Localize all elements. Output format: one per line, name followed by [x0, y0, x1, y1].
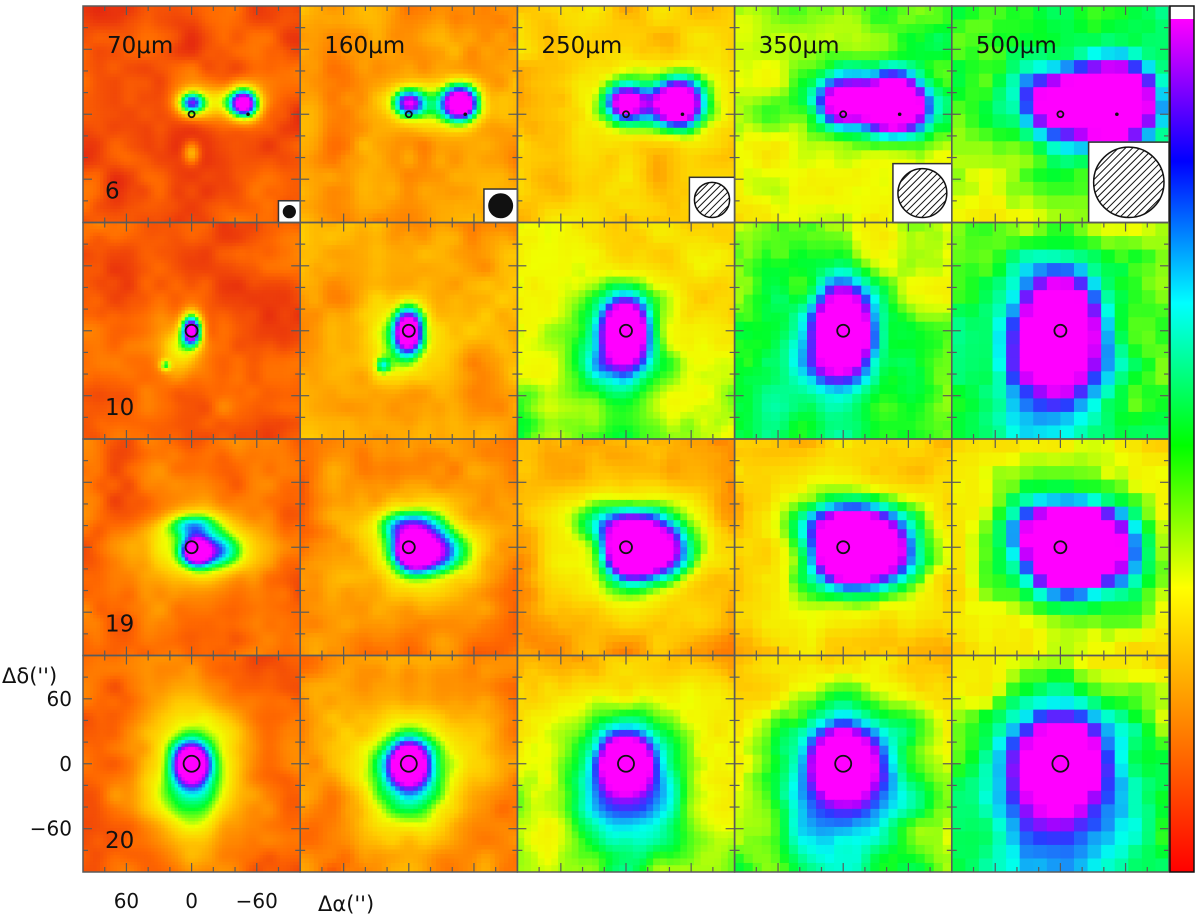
- panel-ticks: [83, 6, 301, 223]
- source-marker: [619, 323, 633, 338]
- panel-ticks: [83, 655, 301, 872]
- source-marker: [1053, 540, 1068, 555]
- y-axis-label: Δδ(''): [2, 664, 57, 688]
- map-panel: [83, 6, 301, 223]
- panel-ticks: [300, 6, 518, 223]
- source-id-label: 20: [105, 828, 134, 854]
- map-panel: [517, 222, 735, 439]
- source-marker: [839, 110, 848, 119]
- panel-ticks: [951, 655, 1169, 872]
- colorbar: [1169, 5, 1195, 873]
- beam-ellipse: [1092, 146, 1165, 219]
- map-panel: [951, 439, 1169, 656]
- panel-ticks: [517, 655, 735, 872]
- map-panel: [517, 655, 735, 872]
- map-panel: [517, 439, 735, 656]
- panel-ticks: [517, 439, 735, 656]
- secondary-source-marker: [1115, 112, 1119, 117]
- map-panel: [951, 655, 1169, 872]
- source-marker: [399, 754, 418, 773]
- map-panel: [951, 222, 1169, 439]
- beam-ellipse: [282, 205, 296, 219]
- source-marker: [1053, 323, 1068, 338]
- x-tick-label: 60: [114, 889, 139, 913]
- wavelength-label: 160μm: [324, 33, 405, 59]
- source-marker: [404, 110, 413, 119]
- wavelength-label: 350μm: [759, 33, 840, 59]
- panel-ticks: [734, 222, 952, 439]
- source-marker: [1051, 754, 1070, 773]
- source-marker: [401, 323, 416, 338]
- map-panel: [83, 439, 301, 656]
- panel-ticks: [734, 655, 952, 872]
- y-tick-label: −60: [30, 817, 72, 841]
- x-tick-label: 0: [185, 889, 198, 913]
- y-tick-label: 0: [59, 752, 72, 776]
- source-marker: [836, 323, 851, 338]
- map-panel: [734, 439, 952, 656]
- wavelength-label: 250μm: [541, 33, 622, 59]
- panel-grid: [83, 6, 1169, 872]
- map-panel: [300, 222, 518, 439]
- map-panel: [517, 6, 735, 223]
- source-marker: [836, 540, 851, 555]
- map-panel: [300, 655, 518, 872]
- map-panel: [300, 6, 518, 223]
- source-id-label: 6: [105, 179, 120, 205]
- source-marker: [622, 110, 630, 119]
- beam-ellipse: [488, 193, 514, 219]
- x-axis-label: Δα(''): [318, 892, 374, 916]
- panel-ticks: [300, 439, 518, 656]
- map-panel: [734, 222, 952, 439]
- map-panel: [83, 222, 301, 439]
- beam-ellipse: [897, 167, 948, 219]
- source-marker: [1056, 110, 1065, 119]
- beam-ellipse: [693, 181, 731, 219]
- panel-ticks: [951, 439, 1169, 656]
- y-tick-label: 60: [47, 687, 72, 711]
- map-panel: [734, 655, 952, 872]
- secondary-source-marker: [897, 112, 902, 117]
- source-id-label: 10: [105, 395, 134, 421]
- map-panel: [300, 439, 518, 656]
- axis-tick-labels: 60 0 −60 60 0 −60: [30, 687, 278, 913]
- source-marker: [401, 540, 416, 555]
- panel-ticks: [734, 439, 952, 656]
- secondary-source-marker: [680, 112, 685, 117]
- source-marker: [619, 540, 633, 555]
- wavelength-label: 70μm: [107, 33, 173, 59]
- source-id-label: 19: [105, 612, 134, 638]
- panel-ticks: [300, 222, 518, 439]
- panel-overlays: 70μm 6 160μm 250μm 350μm 500μm 10 19 20: [82, 5, 1170, 873]
- panel-ticks: [83, 222, 301, 439]
- panel-ticks: [83, 439, 301, 656]
- panel-ticks: [951, 222, 1169, 439]
- colorbar-scale: [1169, 5, 1195, 873]
- source-marker: [617, 754, 635, 773]
- source-marker: [182, 754, 201, 773]
- secondary-source-marker: [463, 112, 468, 117]
- panel-ticks: [300, 655, 518, 872]
- wavelength-label: 500μm: [976, 33, 1057, 59]
- source-marker: [187, 110, 196, 119]
- source-marker: [184, 540, 199, 555]
- panel-ticks: [517, 6, 735, 223]
- map-panel: [83, 655, 301, 872]
- panel-ticks: [517, 222, 735, 439]
- secondary-source-marker: [246, 112, 250, 117]
- x-tick-label: −60: [236, 889, 278, 913]
- source-marker: [834, 754, 853, 773]
- source-marker: [184, 323, 199, 338]
